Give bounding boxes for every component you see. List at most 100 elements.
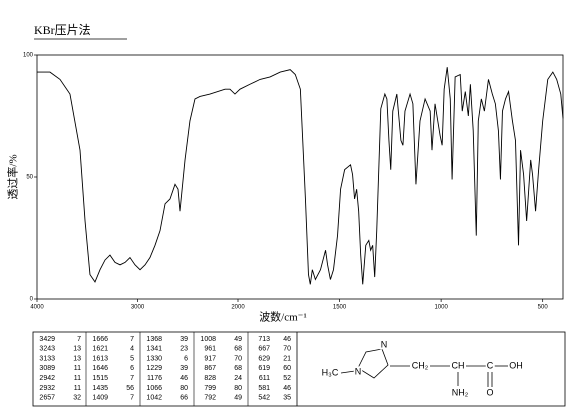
peak-wavenumber: 1621 (92, 346, 108, 353)
peak-transmittance: 60 (283, 365, 291, 372)
peak-wavenumber: 2932 (39, 385, 55, 392)
peak-transmittance: 21 (283, 355, 291, 362)
label-bg (353, 366, 363, 377)
x-tick-label: 1500 (333, 305, 347, 311)
structure-bonds (340, 348, 508, 387)
peak-wavenumber: 1229 (146, 365, 162, 372)
peak-transmittance: 56 (126, 385, 134, 392)
structure-label: CH (452, 360, 465, 370)
label-bg (320, 367, 340, 378)
peak-wavenumber: 1515 (92, 375, 108, 382)
y-tick-label: 100 (23, 53, 34, 59)
structure-label: H₃C (322, 367, 339, 377)
title: KBr压片法 (34, 23, 91, 37)
peak-transmittance: 80 (234, 385, 242, 392)
peak-wavenumber: 619 (258, 365, 270, 372)
label-bg (450, 387, 470, 398)
peak-transmittance: 11 (74, 375, 81, 382)
x-axis-label: 波数/cm⁻¹ (259, 311, 307, 324)
peak-wavenumber: 1368 (146, 336, 162, 343)
peak-transmittance: 13 (73, 355, 81, 362)
peak-wavenumber: 867 (204, 365, 216, 372)
peak-transmittance: 68 (234, 346, 242, 353)
peak-transmittance: 66 (180, 395, 188, 402)
structure-label: N (355, 366, 362, 376)
label-bg (379, 339, 389, 350)
peak-wavenumber: 1646 (92, 365, 108, 372)
peak-transmittance: 32 (73, 395, 81, 402)
x-tick-label: 3000 (131, 305, 145, 311)
peak-transmittance: 7 (130, 395, 134, 402)
peak-wavenumber: 667 (258, 346, 270, 353)
peak-wavenumber: 1176 (147, 375, 162, 382)
peak-wavenumber: 1042 (146, 395, 162, 402)
peak-wavenumber: 799 (204, 385, 216, 392)
peak-transmittance: 7 (77, 336, 81, 343)
peak-wavenumber: 3133 (39, 355, 55, 362)
peak-wavenumber: 1613 (92, 355, 108, 362)
peak-wavenumber: 961 (204, 346, 216, 353)
peak-wavenumber: 1666 (92, 336, 108, 343)
peak-wavenumber: 1330 (146, 355, 162, 362)
peak-wavenumber: 1066 (146, 385, 162, 392)
peak-transmittance: 68 (234, 365, 242, 372)
peak-wavenumber: 581 (258, 385, 270, 392)
label-bg (485, 387, 495, 398)
peak-wavenumber: 3429 (39, 336, 55, 343)
label-bg (508, 360, 524, 371)
peak-transmittance: 49 (234, 395, 242, 402)
structure-label: O (486, 387, 493, 397)
structure-label: N (381, 339, 388, 349)
peak-transmittance: 7 (130, 375, 134, 382)
peak-transmittance: 39 (180, 336, 188, 343)
spectrum-line (37, 67, 564, 285)
label-bg (450, 360, 466, 371)
y-tick-label: 0 (30, 297, 34, 303)
peak-wavenumber: 792 (204, 395, 216, 402)
peak-wavenumber: 3089 (39, 365, 55, 372)
peak-transmittance: 46 (283, 336, 291, 343)
label-bg (410, 360, 430, 371)
peak-transmittance: 6 (184, 355, 188, 362)
peak-wavenumber: 1435 (92, 385, 108, 392)
bond (340, 370, 356, 374)
peak-transmittance: 24 (234, 375, 242, 382)
peak-transmittance: 35 (283, 395, 291, 402)
structure-label: CH₂ (412, 360, 429, 370)
y-axis-label: 透过率/% (6, 154, 20, 199)
peak-transmittance: 23 (180, 346, 188, 353)
peak-wavenumber: 1341 (146, 346, 162, 353)
peak-wavenumber: 1409 (92, 395, 108, 402)
peak-wavenumber: 2657 (39, 395, 55, 402)
peak-wavenumber: 611 (259, 375, 270, 382)
peak-transmittance: 46 (283, 385, 291, 392)
peak-wavenumber: 828 (204, 375, 216, 382)
y-tick-label: 50 (26, 175, 33, 181)
structure-label: NH₂ (452, 387, 469, 397)
peak-wavenumber: 1008 (200, 336, 216, 343)
peak-transmittance: 5 (130, 355, 134, 362)
peak-wavenumber: 917 (204, 355, 216, 362)
x-tick-label: 500 (538, 305, 549, 311)
x-tick-label: 4000 (30, 305, 44, 311)
peak-transmittance: 46 (180, 375, 188, 382)
peak-wavenumber: 2942 (39, 375, 55, 382)
peak-transmittance: 11 (74, 365, 81, 372)
peak-transmittance: 11 (74, 385, 81, 392)
peak-wavenumber: 542 (258, 395, 270, 402)
label-bg (485, 360, 495, 371)
structure-label: C (487, 360, 494, 370)
peak-transmittance: 39 (180, 365, 188, 372)
peak-transmittance: 4 (130, 346, 134, 353)
peak-wavenumber: 3243 (39, 346, 55, 353)
x-tick-label: 1000 (434, 305, 448, 311)
peak-transmittance: 6 (130, 365, 134, 372)
peak-transmittance: 70 (234, 355, 242, 362)
peak-transmittance: 49 (234, 336, 242, 343)
peak-transmittance: 80 (180, 385, 188, 392)
peak-transmittance: 70 (283, 346, 291, 353)
peak-wavenumber: 713 (258, 336, 270, 343)
table-frame (32, 331, 566, 407)
ring (357, 348, 389, 379)
